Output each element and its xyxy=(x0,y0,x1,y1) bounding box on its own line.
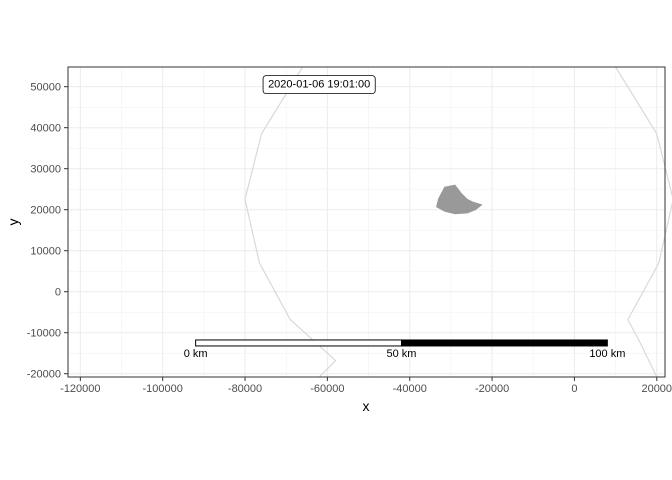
x-tick-label: -20000 xyxy=(475,383,509,395)
x-tick-label: -40000 xyxy=(393,383,427,395)
range-ring-right-arc xyxy=(615,66,672,378)
timestamp-label-box xyxy=(262,75,376,95)
x-tick-label: 0 xyxy=(571,383,577,395)
y-tick-label: 0 xyxy=(55,287,61,299)
scale-bar-label: 50 km xyxy=(387,348,417,360)
plot-panel-border xyxy=(67,66,666,378)
x-tick-label: 20000 xyxy=(641,383,672,395)
y-tick-label: 20000 xyxy=(30,205,61,217)
y-tick-label: 10000 xyxy=(30,246,61,258)
land-shape-polygon xyxy=(436,184,483,215)
x-axis-title: x xyxy=(363,398,370,414)
scale-bar-segment xyxy=(400,339,608,347)
scale-bar-label: 100 km xyxy=(589,348,625,360)
scale-bar-label: 0 km xyxy=(184,348,208,360)
y-axis-ticks: -20000 -10000 0 10000 20000 30000 40000 50000 xyxy=(27,82,68,381)
x-tick-label: -100000 xyxy=(143,383,183,395)
scale-bar: 0 km 50 km 100 km xyxy=(184,339,625,360)
y-tick-label: 30000 xyxy=(30,164,61,176)
y-tick-label: 50000 xyxy=(30,82,61,94)
grid-lines xyxy=(68,67,665,377)
land-shape xyxy=(436,184,483,215)
x-tick-label: -120000 xyxy=(60,383,100,395)
y-axis-title: y xyxy=(5,219,21,226)
y-tick-label: 40000 xyxy=(30,123,61,135)
x-tick-label: -60000 xyxy=(310,383,344,395)
timestamp-annotation: 2020-01-06 19:01:00 xyxy=(262,75,376,95)
timestamp-label: 2020-01-06 19:01:00 xyxy=(268,79,370,91)
x-axis-ticks: -120000 -100000 -80000 -60000 -40000 -20000 0 2… xyxy=(60,377,672,395)
range-ring-left-arc xyxy=(244,66,337,378)
x-tick-label: -80000 xyxy=(228,383,262,395)
range-ring xyxy=(244,66,672,378)
y-tick-label: -20000 xyxy=(27,369,61,381)
plot-panel-background xyxy=(68,67,665,377)
scale-bar-segment xyxy=(195,339,402,347)
y-tick-label: -10000 xyxy=(27,328,61,340)
